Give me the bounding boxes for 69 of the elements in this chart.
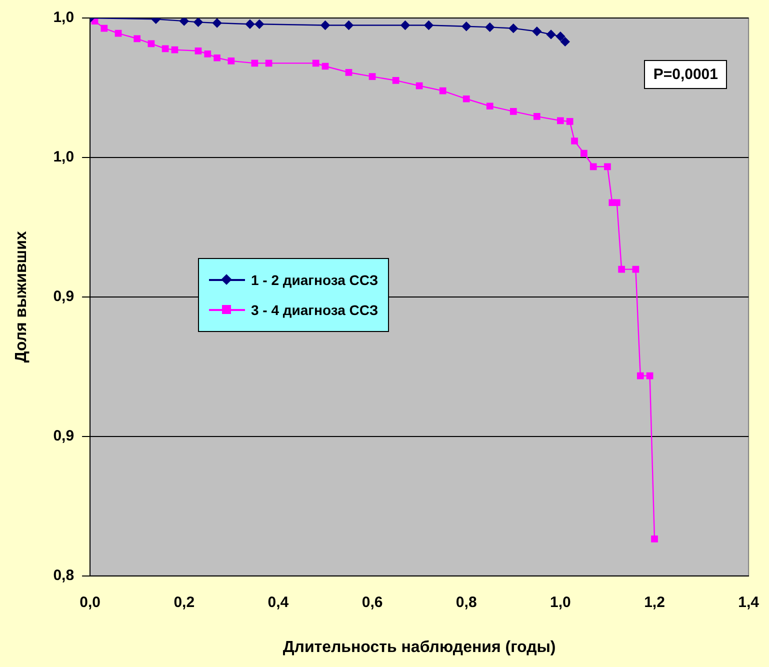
point bbox=[613, 199, 620, 206]
point bbox=[632, 266, 640, 273]
x-axis-title: Длительность наблюдения (годы) bbox=[282, 638, 556, 656]
point bbox=[651, 536, 658, 542]
point bbox=[636, 372, 644, 380]
point bbox=[580, 150, 588, 157]
point bbox=[344, 20, 354, 30]
point bbox=[560, 37, 570, 46]
point bbox=[590, 163, 597, 170]
point bbox=[228, 58, 235, 64]
point bbox=[424, 20, 434, 30]
point bbox=[604, 163, 611, 170]
point bbox=[416, 82, 423, 90]
point bbox=[171, 46, 178, 54]
y-tick-label: 0,9 bbox=[53, 288, 74, 306]
point bbox=[214, 54, 220, 62]
point bbox=[134, 35, 141, 42]
y-tick-label: 0,8 bbox=[53, 566, 74, 584]
point bbox=[194, 18, 203, 27]
point bbox=[322, 62, 329, 70]
point bbox=[485, 22, 494, 32]
x-tick-label: 0,8 bbox=[456, 594, 477, 611]
point bbox=[510, 108, 517, 115]
point bbox=[212, 18, 222, 28]
x-tick-label: 0,6 bbox=[362, 594, 383, 611]
point bbox=[204, 50, 212, 58]
y-tick-label: 1,0 bbox=[53, 9, 74, 26]
point bbox=[556, 32, 566, 42]
point bbox=[556, 117, 564, 124]
y-axis-title: Доля выживших bbox=[13, 231, 30, 363]
point bbox=[571, 138, 578, 144]
point bbox=[532, 26, 542, 36]
y-tick-label: 1,0 bbox=[53, 148, 74, 166]
x-tick-label: 1,0 bbox=[550, 594, 571, 611]
point bbox=[508, 24, 518, 33]
point bbox=[312, 60, 320, 67]
point bbox=[566, 118, 574, 125]
x-tick-label: 1,4 bbox=[738, 594, 760, 611]
point bbox=[180, 18, 189, 26]
point bbox=[114, 30, 122, 37]
point bbox=[265, 60, 272, 67]
point bbox=[162, 45, 169, 52]
x-tick-label: 0,4 bbox=[268, 594, 290, 611]
point bbox=[486, 102, 494, 110]
x-tick-label: 0,2 bbox=[174, 594, 195, 611]
point bbox=[148, 40, 155, 48]
point bbox=[245, 20, 255, 29]
point bbox=[320, 20, 330, 30]
point bbox=[400, 20, 410, 30]
point bbox=[533, 113, 540, 120]
point bbox=[254, 20, 264, 29]
point bbox=[462, 95, 470, 102]
point bbox=[392, 77, 400, 84]
legend-label: 3 - 4 диагноза ССЗ bbox=[251, 302, 378, 318]
legend-label: 1 - 2 диагноза ССЗ bbox=[251, 272, 378, 288]
point bbox=[618, 266, 625, 273]
point bbox=[251, 60, 258, 67]
point bbox=[439, 87, 446, 94]
y-tick-label: 0,9 bbox=[53, 427, 74, 444]
annotation: P=0,0001 bbox=[644, 60, 727, 89]
point bbox=[345, 68, 352, 76]
point bbox=[368, 73, 376, 80]
point bbox=[194, 47, 202, 54]
point bbox=[546, 30, 556, 40]
x-tick-label: 0,0 bbox=[80, 594, 100, 611]
x-tick-label: 1,2 bbox=[644, 594, 665, 611]
point bbox=[100, 24, 108, 32]
point bbox=[462, 22, 471, 31]
point bbox=[646, 372, 654, 380]
